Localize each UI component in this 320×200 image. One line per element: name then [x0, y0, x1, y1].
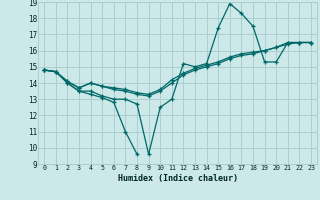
- X-axis label: Humidex (Indice chaleur): Humidex (Indice chaleur): [118, 174, 238, 183]
